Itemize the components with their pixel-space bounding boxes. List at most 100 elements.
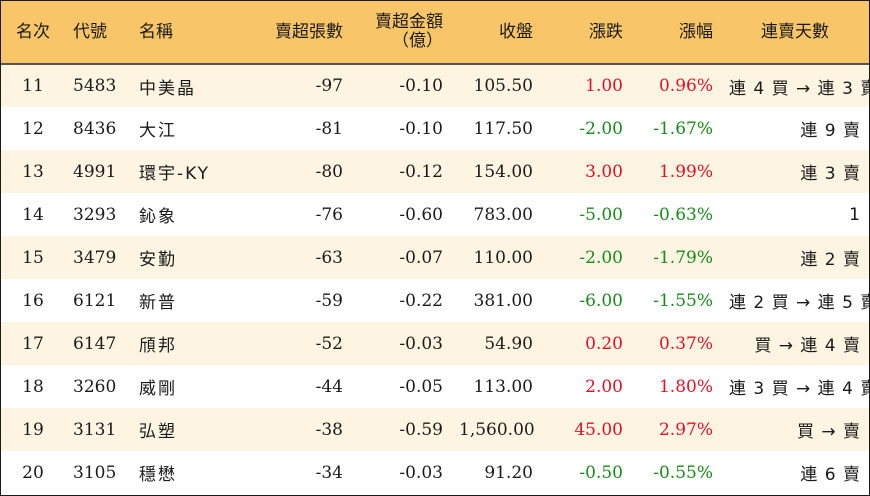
change-cell: 45.00 — [574, 419, 623, 440]
table-row: 20 3105 穩懋 -34 -0.03 91.20 -0.50 -0.55% 連 6 賣 — [1, 451, 869, 494]
net-sell-amount-cell: -0.60 — [399, 204, 443, 225]
code-cell: 3260 — [73, 376, 117, 397]
change-pct-cell: 1.80% — [658, 376, 713, 397]
name-cell: 穩懋 — [139, 465, 177, 485]
rank-cell: 13 — [22, 161, 44, 182]
net-sell-amount-cell: -0.03 — [399, 462, 443, 483]
net-sell-amount-cell: -0.10 — [399, 76, 443, 96]
close-cell: 1,560.00 — [459, 419, 535, 440]
net-sell-lots-cell: -97 — [315, 76, 343, 96]
rank-cell: 12 — [22, 118, 44, 139]
table-row: 18 3260 威剛 -44 -0.05 113.00 2.00 1.80% 連 3 買 → 連… — [1, 365, 870, 408]
rank-cell: 20 — [22, 462, 44, 483]
header-change: 漲跌 — [541, 1, 631, 65]
code-cell: 3293 — [73, 204, 117, 225]
code-cell: 6121 — [73, 290, 117, 311]
header-code: 代號 — [65, 1, 131, 65]
change-pct-cell: -1.67% — [653, 118, 713, 139]
change-cell: 1.00 — [585, 76, 623, 96]
change-pct-cell: 2.97% — [658, 419, 713, 440]
change-cell: 0.20 — [585, 333, 623, 354]
name-cell: 頎邦 — [139, 336, 177, 356]
header-net-sell-amount-label: 賣超金額 — [375, 12, 443, 32]
code-cell: 3131 — [73, 419, 117, 440]
net-sell-lots-cell: -80 — [315, 161, 343, 182]
net-sell-amount-cell: -0.05 — [399, 376, 443, 397]
change-pct-cell: -1.55% — [653, 290, 713, 311]
net-sell-lots-cell: -76 — [315, 204, 343, 225]
net-sell-lots-cell: -52 — [315, 333, 343, 354]
net-sell-amount-cell: -0.59 — [399, 419, 443, 440]
table-header: 名次 代號 名稱 賣超張數 賣超金額 （億） 收盤 漲跌 漲幅 連賣天數 — [1, 1, 869, 65]
net-sell-amount-cell: -0.22 — [399, 290, 443, 311]
change-cell: 3.00 — [585, 161, 623, 182]
table-row: 19 3131 弘塑 -38 -0.59 1,560.00 45.00 2.97% 買 → 賣 — [1, 408, 869, 451]
streak-cell: 1 — [849, 204, 861, 225]
net-sell-lots-cell: -34 — [315, 462, 343, 483]
change-cell: 2.00 — [585, 376, 623, 397]
change-pct-cell: -0.63% — [653, 204, 713, 225]
name-cell: 鈊象 — [139, 207, 177, 227]
change-cell: -6.00 — [579, 290, 623, 311]
change-cell: -0.50 — [579, 462, 623, 483]
close-cell: 783.00 — [473, 204, 533, 225]
header-rank: 名次 — [1, 1, 65, 65]
name-cell: 大江 — [139, 121, 177, 141]
table-row: 15 3479 安勤 -63 -0.07 110.00 -2.00 -1.79% 連 2 賣 — [1, 236, 869, 279]
table-row: 11 5483 中美晶 -97 -0.10 105.50 1.00 0.96% 連 4 買 → … — [1, 64, 870, 107]
streak-cell: 連 4 買 → 連 3 賣 — [729, 78, 870, 99]
table-body: 11 5483 中美晶 -97 -0.10 105.50 1.00 0.96% 連 4 買 → … — [1, 64, 870, 494]
net-sell-lots-cell: -59 — [315, 290, 343, 311]
header-net-sell-amount: 賣超金額 （億） — [351, 1, 451, 65]
streak-cell: 連 2 賣 — [800, 250, 861, 270]
header-row: 名次 代號 名稱 賣超張數 賣超金額 （億） 收盤 漲跌 漲幅 連賣天數 — [1, 1, 869, 65]
change-pct-cell: 0.96% — [658, 76, 713, 96]
close-cell: 54.90 — [484, 333, 533, 354]
streak-cell: 連 9 賣 — [800, 121, 861, 141]
rank-cell: 11 — [22, 76, 44, 96]
streak-cell: 連 6 賣 — [800, 465, 861, 485]
rank-cell: 14 — [22, 204, 44, 225]
code-cell: 3479 — [73, 247, 117, 268]
change-cell: -2.00 — [579, 118, 623, 139]
table-row: 16 6121 新普 -59 -0.22 381.00 -6.00 -1.55% 連 2 買 →… — [1, 279, 870, 322]
table-row: 14 3293 鈊象 -76 -0.60 783.00 -5.00 -0.63% 1 — [1, 193, 869, 236]
name-cell: 中美晶 — [139, 78, 196, 99]
table-row: 17 6147 頎邦 -52 -0.03 54.90 0.20 0.37% 買 → 連 4 賣 — [1, 322, 869, 365]
net-sell-lots-cell: -44 — [315, 376, 343, 397]
close-cell: 117.50 — [473, 118, 533, 139]
table-row: 13 4991 環宇-KY -80 -0.12 154.00 3.00 1.99% 連 3 賣 — [1, 150, 869, 193]
streak-cell: 買 → 賣 — [796, 422, 861, 442]
streak-cell: 買 → 連 4 賣 — [754, 336, 861, 356]
change-pct-cell: -0.55% — [653, 462, 713, 483]
code-cell: 8436 — [73, 118, 117, 139]
net-sell-amount-cell: -0.03 — [399, 333, 443, 354]
rank-cell: 19 — [22, 419, 44, 440]
header-net-sell-amount-unit: （億） — [392, 31, 443, 51]
name-cell: 弘塑 — [139, 422, 177, 442]
change-cell: -2.00 — [579, 247, 623, 268]
change-pct-cell: 1.99% — [658, 161, 713, 182]
net-sell-lots-cell: -38 — [315, 419, 343, 440]
code-cell: 5483 — [73, 76, 117, 96]
header-name: 名稱 — [131, 1, 241, 65]
close-cell: 105.50 — [473, 76, 533, 96]
name-cell: 安勤 — [139, 250, 177, 270]
close-cell: 381.00 — [473, 290, 533, 311]
rank-cell: 15 — [22, 247, 44, 268]
close-cell: 91.20 — [484, 462, 533, 483]
header-close: 收盤 — [451, 1, 541, 65]
header-streak: 連賣天數 — [721, 1, 869, 65]
net-sell-amount-cell: -0.10 — [399, 118, 443, 139]
name-cell: 新普 — [139, 293, 177, 313]
name-cell: 威剛 — [139, 379, 177, 399]
net-sell-amount-cell: -0.12 — [399, 161, 443, 182]
name-cell: 環宇-KY — [139, 164, 211, 184]
close-cell: 110.00 — [473, 247, 533, 268]
streak-cell: 連 3 賣 — [800, 164, 861, 184]
rank-cell: 18 — [22, 376, 44, 397]
close-cell: 154.00 — [473, 161, 533, 182]
code-cell: 3105 — [73, 462, 117, 483]
